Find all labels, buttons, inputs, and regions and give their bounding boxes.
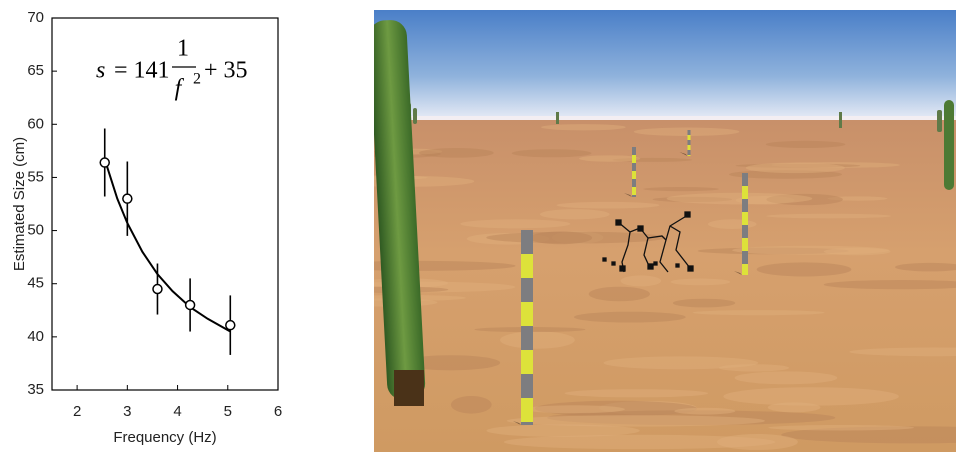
equation: s = 141 1 f 2 + 35 bbox=[96, 36, 248, 102]
sand-patch bbox=[512, 149, 592, 157]
y-tick-label: 60 bbox=[27, 115, 44, 132]
pole-stripe bbox=[521, 374, 533, 398]
page: Estimated Size (cm) Frequency (Hz) s = 1… bbox=[0, 0, 956, 452]
pole-stripe bbox=[521, 278, 533, 302]
sand-patch bbox=[419, 148, 494, 158]
pole-stripe bbox=[688, 135, 691, 140]
y-tick-label: 45 bbox=[27, 275, 44, 292]
data-point bbox=[123, 194, 132, 203]
x-axis-label: Frequency (Hz) bbox=[113, 429, 216, 446]
sand-patch bbox=[486, 232, 665, 244]
sand-patch bbox=[717, 434, 798, 450]
sand-patch bbox=[524, 405, 625, 413]
pole-stripe bbox=[521, 326, 533, 350]
sand-patch bbox=[766, 141, 846, 148]
sand-patch bbox=[667, 193, 813, 205]
pole-stripe bbox=[742, 264, 748, 275]
pole-stripe bbox=[521, 254, 533, 278]
x-tick-label: 2 bbox=[73, 403, 81, 420]
x-tick-label: 3 bbox=[123, 403, 131, 420]
sand-patch bbox=[674, 408, 735, 415]
x-tick-label: 5 bbox=[224, 403, 232, 420]
fit-curve bbox=[105, 159, 231, 331]
sand-patch bbox=[768, 425, 914, 430]
pole-stripe bbox=[632, 195, 636, 197]
data-point bbox=[226, 321, 235, 330]
sand-patch bbox=[460, 219, 570, 228]
equation-denominator: f bbox=[175, 76, 185, 102]
pole-stripe bbox=[632, 163, 636, 171]
y-tick-label: 65 bbox=[27, 62, 44, 79]
pole-stripe bbox=[632, 155, 636, 163]
data-point bbox=[153, 285, 162, 294]
sand-patch bbox=[746, 163, 845, 173]
sand-patch bbox=[579, 155, 640, 161]
equation-coef: = 141 bbox=[114, 58, 170, 84]
pole-stripe bbox=[521, 350, 533, 374]
sand-patch bbox=[693, 310, 825, 315]
sand-patch bbox=[500, 331, 575, 348]
sky bbox=[374, 10, 956, 120]
y-tick-label: 55 bbox=[27, 168, 44, 185]
pole-stripe bbox=[742, 199, 748, 212]
pole-stripe bbox=[688, 145, 691, 150]
sand-patch bbox=[451, 396, 492, 414]
equation-lhs: s bbox=[96, 58, 105, 84]
sand-patch bbox=[824, 248, 891, 255]
cactus-base bbox=[394, 370, 424, 406]
sand-patch bbox=[708, 219, 756, 229]
pole-stripe bbox=[521, 398, 533, 422]
pole-stripe bbox=[632, 179, 636, 187]
sand-patch bbox=[766, 214, 891, 219]
pole-stripe bbox=[688, 150, 691, 155]
pole-stripe bbox=[521, 302, 533, 326]
pole-stripe bbox=[521, 422, 533, 425]
pole-stripe bbox=[742, 225, 748, 238]
pole-stripe bbox=[742, 173, 748, 186]
y-tick-label: 70 bbox=[27, 9, 44, 26]
equation-tail: + 35 bbox=[204, 58, 248, 84]
y-tick-label: 40 bbox=[27, 328, 44, 345]
data-point bbox=[100, 158, 109, 167]
sand-patch bbox=[589, 287, 650, 302]
x-tick-label: 4 bbox=[173, 403, 181, 420]
pole-stripe bbox=[742, 251, 748, 264]
pole-stripe bbox=[742, 238, 748, 251]
sand-patch bbox=[540, 209, 610, 219]
sand-patch bbox=[735, 371, 838, 384]
sand-patch bbox=[757, 262, 852, 276]
sand-patch bbox=[604, 356, 759, 369]
pole-stripe bbox=[688, 130, 691, 135]
sand-patch bbox=[634, 127, 740, 135]
sand-patch bbox=[541, 124, 626, 130]
pole-stripe bbox=[688, 155, 691, 156]
pole-stripe bbox=[632, 171, 636, 179]
desert-scene bbox=[320, 10, 956, 452]
y-axis-label: Estimated Size (cm) bbox=[11, 137, 28, 271]
sand-patch bbox=[643, 187, 719, 191]
sand-patch bbox=[564, 389, 708, 397]
pole-stripe bbox=[742, 212, 748, 225]
equation-exponent: 2 bbox=[193, 71, 201, 88]
y-tick-label: 35 bbox=[27, 381, 44, 398]
x-tick-label: 6 bbox=[274, 403, 282, 420]
equation-numerator: 1 bbox=[177, 36, 189, 62]
y-tick-label: 50 bbox=[27, 222, 44, 239]
sand-patch bbox=[671, 279, 731, 286]
horizon bbox=[374, 116, 956, 120]
sand-patch bbox=[557, 202, 660, 209]
pole-stripe bbox=[632, 147, 636, 155]
sand-patch bbox=[574, 312, 686, 323]
data-point bbox=[186, 300, 195, 309]
pole-stripe bbox=[688, 140, 691, 145]
sand-patch bbox=[621, 275, 662, 286]
pole-stripe bbox=[742, 186, 748, 199]
pole-stripe bbox=[521, 230, 533, 254]
pole-stripe bbox=[632, 187, 636, 195]
sand-patch bbox=[723, 387, 899, 405]
sand-patch bbox=[673, 299, 736, 308]
sand-patch bbox=[507, 415, 765, 426]
